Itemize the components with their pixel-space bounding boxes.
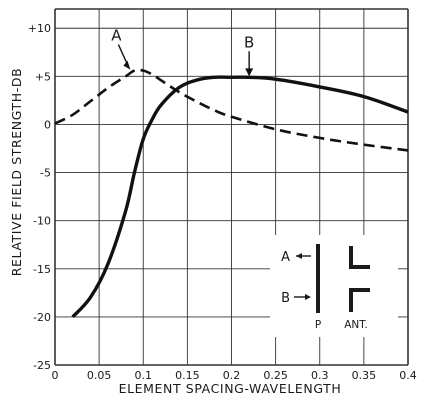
antenna-element-upper	[349, 246, 370, 269]
x-tick-label: 0.15	[175, 369, 200, 382]
y-tick-label: +10	[28, 22, 51, 35]
antenna-inset: A B P ANT.	[270, 235, 398, 337]
x-tick-label: 0.2	[223, 369, 241, 382]
x-tick-label: 0.25	[263, 369, 288, 382]
y-tick-label: -20	[33, 311, 51, 324]
x-tick-label: 0.1	[135, 369, 153, 382]
inset-label-b: B	[281, 291, 290, 306]
y-tick-label: -15	[33, 263, 51, 276]
series-line-a	[54, 68, 409, 152]
series-line-b	[71, 75, 409, 319]
y-tick-labels: +10 +5 0 -5 -10 -15 -20 -25	[28, 22, 51, 372]
x-tick-label: 0.05	[87, 369, 112, 382]
inset-arrowhead-b	[305, 294, 311, 300]
y-tick-label: 0	[44, 118, 51, 131]
inset-caption-p: P	[315, 319, 321, 331]
annotation-arrowhead-b	[245, 68, 254, 77]
series-group	[54, 68, 409, 319]
inset-label-a: A	[281, 250, 290, 265]
y-tick-label: -5	[40, 167, 51, 180]
y-tick-label: -25	[33, 359, 51, 372]
annotation-arrowhead-a	[123, 60, 131, 70]
x-tick-label: 0.35	[352, 369, 377, 382]
annotation-label-b: B	[244, 33, 254, 51]
inset-caption-ant: ANT.	[344, 319, 368, 331]
y-tick-label: -10	[33, 215, 51, 228]
inset-arrowhead-a	[296, 253, 302, 259]
y-axis-label: RELATIVE FIELD STRENGTH-DB	[9, 68, 24, 277]
antenna-element-lower	[349, 288, 370, 312]
x-axis-label: ELEMENT SPACING-WAVELENGTH	[119, 381, 342, 396]
annotation-label-a: A	[111, 27, 122, 45]
inset-background	[270, 235, 398, 337]
x-tick-label: 0.3	[311, 369, 329, 382]
y-tick-label: +5	[35, 70, 51, 83]
x-tick-label: 0.4	[399, 369, 417, 382]
x-tick-label: 0	[52, 369, 59, 382]
x-tick-labels: 0 0.05 0.1 0.15 0.2 0.25 0.3 0.35 0.4	[52, 369, 417, 382]
